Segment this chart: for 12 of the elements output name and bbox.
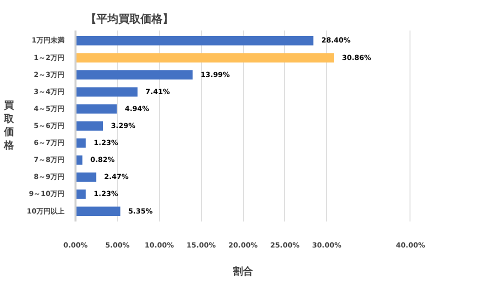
bar bbox=[76, 206, 120, 216]
bar bbox=[76, 70, 193, 80]
bar bbox=[76, 87, 138, 97]
bar bbox=[76, 121, 104, 131]
chart-title: 【平均買取価格】 bbox=[86, 12, 174, 26]
bar bbox=[76, 104, 117, 114]
y-axis-title: 買取価格 bbox=[2, 100, 15, 152]
bar bbox=[76, 36, 314, 46]
x-axis-title: 割合 bbox=[232, 266, 254, 278]
bar bbox=[76, 172, 96, 182]
bar bbox=[76, 53, 334, 62]
bar bbox=[76, 190, 86, 199]
